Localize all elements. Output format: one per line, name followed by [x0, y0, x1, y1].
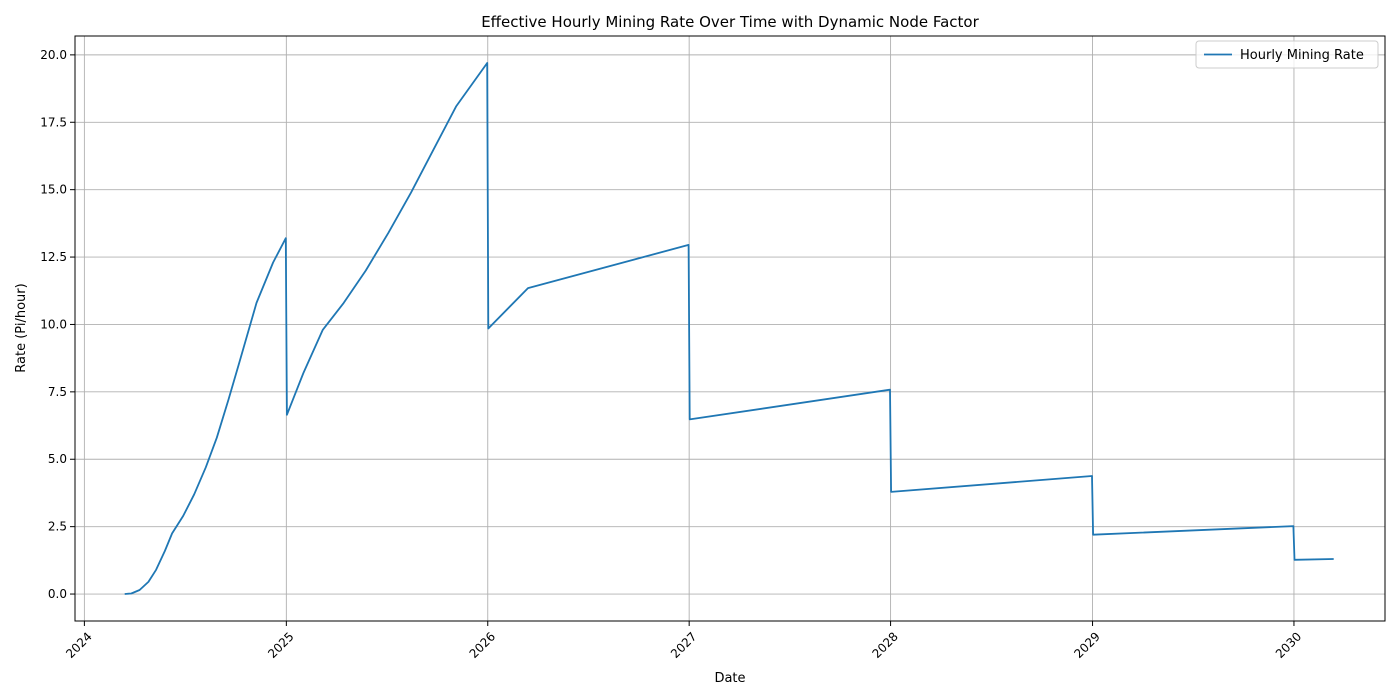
x-tick-label: 2027 — [668, 629, 699, 660]
y-tick-label: 7.5 — [48, 385, 67, 399]
x-tick-label: 2029 — [1071, 629, 1102, 660]
x-tick-label: 2026 — [467, 629, 498, 660]
legend: Hourly Mining Rate — [1195, 40, 1379, 69]
x-tick-label: 2024 — [63, 629, 94, 660]
plot-frame — [74, 35, 1386, 622]
y-tick-label: 0.0 — [48, 587, 67, 601]
axes: 2024 2025 2026 2027 2028 2029 2030 0.0 2.5 5.0 7.5… — [40, 35, 1386, 661]
y-axis-label: Rate (Pi/hour) — [14, 283, 29, 372]
legend-box — [1195, 40, 1379, 69]
y-tick-label: 12.5 — [40, 250, 67, 264]
x-tick-label: 2028 — [869, 629, 900, 660]
y-tick-label: 10.0 — [40, 317, 67, 331]
y-tick-label: 20.0 — [40, 48, 67, 62]
y-tick-label: 5.0 — [48, 452, 67, 466]
series-layer — [124, 62, 1334, 595]
series-line — [124, 62, 1334, 595]
grid — [75, 36, 1385, 621]
chart-title: Effective Hourly Mining Rate Over Time w… — [481, 13, 979, 31]
legend-label: Hourly Mining Rate — [1240, 48, 1364, 63]
y-tick-label: 15.0 — [40, 183, 67, 197]
y-tick-label: 17.5 — [40, 115, 67, 129]
x-tick-label: 2030 — [1273, 629, 1304, 660]
x-tick-label: 2025 — [265, 629, 296, 660]
x-axis-label: Date — [714, 671, 745, 686]
y-tick-label: 2.5 — [48, 520, 67, 534]
